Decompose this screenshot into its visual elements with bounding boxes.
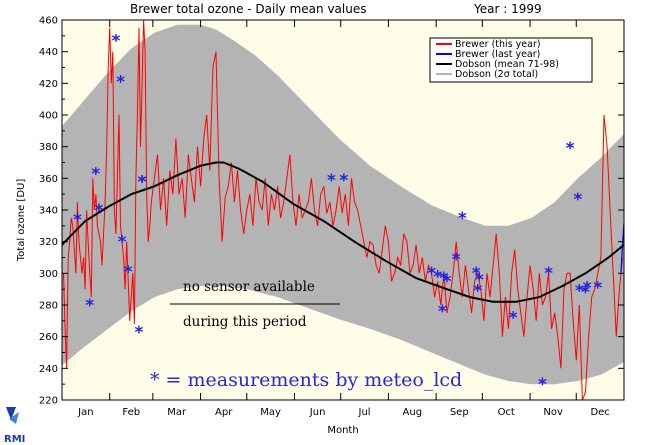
y-tick-label: 460 (39, 16, 58, 27)
meteo-lcd-point: * (118, 233, 127, 253)
meteo-lcd-point: * (339, 171, 348, 191)
y-tick-label: 340 (39, 206, 58, 217)
meteo-lcd-point: * (575, 282, 584, 302)
x-tick-label: Jun (309, 407, 326, 418)
meteo-lcd-point: * (442, 272, 451, 292)
rmi-logo-mark (6, 407, 16, 420)
plot-frame (61, 19, 625, 401)
legend-label: Dobson (2σ total) (455, 69, 538, 80)
brewer-this-year-line (63, 20, 623, 400)
y-tick-label: 220 (39, 396, 58, 407)
y-tick-label: 320 (39, 237, 58, 248)
meteo-lcd-point: * (472, 264, 481, 284)
meteo-lcd-point: * (95, 201, 104, 221)
meteo-lcd-point: * (475, 271, 484, 291)
meteo-lcd-point: * (538, 375, 547, 395)
meteo-lcd-point: * (573, 190, 582, 210)
meteo-lcd-point: * (433, 267, 442, 287)
rmi-logo-mark-accent (9, 412, 19, 424)
legend-label: Brewer (this year) (455, 39, 541, 50)
x-tick-label: Dec (590, 407, 609, 418)
meteo-lcd-point: * (138, 172, 147, 192)
x-tick-label: Sep (450, 407, 469, 418)
x-tick-label: Aug (403, 407, 423, 418)
meteo-lcd-point: * (135, 323, 144, 343)
meteo-lcd-point: * (138, 172, 147, 192)
no-sensor-note-line1: no sensor available (183, 279, 315, 295)
y-axis-label: Total ozone [DU] (16, 179, 27, 263)
x-tick-label: Mar (167, 407, 187, 418)
x-axis-ticks: Jan Feb Mar Apr May Jun Jul Aug Sep Oct Nov Dec (61, 20, 610, 418)
meteo-lcd-point: * (124, 263, 133, 283)
x-tick-label: Jul (358, 407, 371, 418)
meteo-lcd-point: * (544, 264, 553, 284)
legend-box (429, 37, 593, 83)
meteo-lcd-point: * (85, 296, 94, 316)
y-tick-label: 420 (39, 79, 58, 90)
x-tick-label: Nov (543, 407, 563, 418)
y-tick-label: 380 (39, 142, 58, 153)
x-tick-label: Apr (215, 407, 233, 418)
chart-title: Brewer total ozone - Daily mean values (130, 2, 366, 16)
y-tick-label: 280 (39, 301, 58, 312)
meteo-lcd-point: * (458, 209, 467, 229)
legend-label: Brewer (last year) (455, 49, 540, 60)
meteo-lcd-point: * (111, 31, 120, 51)
meteo-lcd-point: * (438, 302, 447, 322)
meteo-lcd-point: * (116, 73, 125, 93)
meteo-lcd-note: * = measurements by meteo_lcd (150, 369, 462, 391)
y-tick-label: 260 (39, 332, 58, 343)
meteo-lcd-point: * (566, 139, 575, 159)
y-tick-label: 360 (39, 174, 58, 185)
y-tick-label: 300 (39, 269, 58, 280)
meteo-lcd-point: * (327, 171, 336, 191)
x-tick-label: Oct (498, 407, 515, 418)
rmi-logo-text: RMI (4, 434, 25, 445)
y-tick-label: 240 (39, 364, 58, 375)
y-tick-label: 400 (39, 111, 58, 122)
meteo-lcd-point: * (509, 309, 518, 329)
meteo-lcd-point: * (452, 250, 461, 270)
dobson-mean-line (62, 161, 624, 303)
meteo-lcd-point: * (581, 283, 590, 303)
meteo-lcd-point: * (439, 269, 448, 289)
x-tick-label: Jan (77, 407, 93, 418)
meteo-lcd-point: * (427, 264, 436, 284)
x-tick-label: Feb (122, 407, 140, 418)
no-sensor-note-line2: during this period (183, 314, 307, 330)
meteo-lcd-point: * (593, 278, 602, 298)
meteo-lcd-point: * (473, 282, 482, 302)
x-axis-label: Month (327, 425, 358, 436)
meteo-lcd-point: * (91, 164, 100, 184)
y-tick-label: 440 (39, 47, 58, 58)
legend: Brewer (this year)Brewer (last year)Dobs… (429, 37, 593, 83)
legend-label: Dobson (mean 71-98) (455, 59, 559, 70)
meteo-lcd-point: * (73, 210, 82, 230)
dobson-2sigma-band (62, 24, 624, 385)
rmi-logo: RMI (4, 407, 25, 445)
meteo-lcd-points: *********** * ******************* * (73, 31, 602, 395)
x-tick-label: May (260, 407, 281, 418)
meteo-lcd-point: * (583, 278, 592, 298)
year-label: Year : 1999 (473, 2, 542, 16)
